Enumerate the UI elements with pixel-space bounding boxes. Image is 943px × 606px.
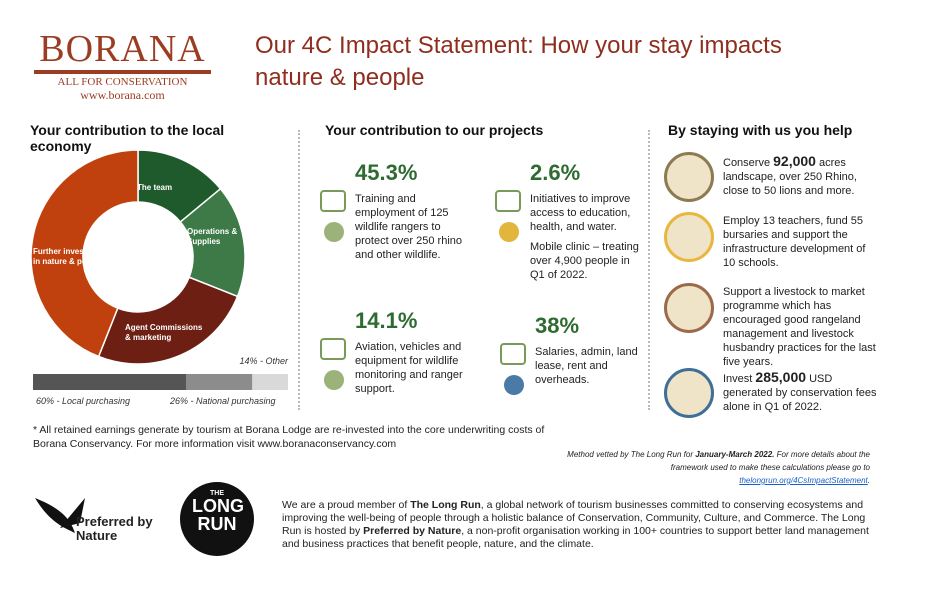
icon [320,190,346,212]
preferred-name: Preferred by Nature [76,514,153,543]
project-text: Training and employment of 125 wildlife … [355,193,463,261]
project-text: Salaries, admin, land lease, rent and ov… [535,346,638,386]
help-item: Support a livestock to market programme … [723,285,878,369]
segment-label: Further investment in nature & people [33,247,106,266]
method-text: . [867,476,870,485]
percent: 45.3% [355,160,418,185]
segment-label-box: Operations & Supplies [187,227,238,246]
method-strong: January-March 2022. [695,450,775,459]
local-chart: The team Operations & Supplies Agent Commi… [30,149,289,406]
help-text: Employ 13 teachers, fund 55 bursaries an… [723,215,866,269]
icon [324,222,344,242]
percent: 38% [535,313,580,338]
preferred-logo [35,498,85,533]
strong: Preferred by Nature [363,525,462,537]
icon [324,370,344,390]
separator [298,130,300,410]
help-text: Support a livestock to market programme … [723,286,876,368]
strong: The Long Run [410,499,481,511]
help-item: Conserve 92,000 acres landscape, over 25… [723,154,878,198]
segment-label: Agent Commissions & marketing [125,323,203,342]
percent: 14.1% [355,308,418,333]
section-heading: Your contribution to the local economy [30,122,225,154]
help-item: Invest 285,000 USD generated by conserva… [723,370,878,414]
segment-label-box: Agent Commissions & marketing [125,323,203,342]
bar-segment [252,374,288,390]
bar-label: 14% - Other [239,356,289,366]
bar-segment [33,374,186,390]
donut-segment [97,276,239,365]
help-text: USD generated by conservation fees alone… [723,373,877,413]
segment-label-box: The team [137,183,173,192]
title: Our 4C Impact Statement: How your stay i… [255,32,782,91]
separator [648,130,650,410]
donut-segment [30,149,139,358]
longrun-logo: THE LONG RUN [180,482,254,556]
help-item: Employ 13 teachers, fund 55 bursaries an… [723,214,878,270]
segment-label: Operations & Supplies [187,227,238,246]
text: , a non-profit organisation working in 1… [282,525,869,550]
help-text: acres landscape, over 250 Rhino, close t… [723,157,857,197]
bar-label: 60% - Local purchasing [36,396,130,406]
method: Method vetted by The Long Run for Januar… [540,448,870,487]
membership: We are a proud member of The Long Run, a… [282,499,882,551]
help-text: Invest [723,373,756,385]
icon [320,338,346,360]
logo: BORANA ALL FOR CONSERVATION www.borana.c… [30,30,215,103]
icon [495,190,521,212]
project-text: Mobile clinic – treating over 4,900 peop… [530,241,639,281]
badge [664,283,714,333]
percent: 2.6% [530,160,581,185]
bar-segment [186,374,253,390]
longrun-top: THE [210,490,224,497]
method-link[interactable]: thelongrun.org/4CsImpactStatement [739,476,868,485]
section-heading: By staying with us you help [668,122,853,138]
icon [499,222,519,242]
help-text: Conserve [723,157,774,169]
bar-label: 26% - National purchasing [169,396,276,406]
icon [504,375,524,395]
badge [664,152,714,202]
footnote: * All retained earnings generate by tour… [33,424,545,450]
project-text: Aviation, vehicles and equipment for wil… [355,341,463,395]
badge [664,368,714,418]
logo-title: BORANA [39,28,206,70]
text: We are a proud member of [282,499,411,511]
method-text: Method vetted by The Long Run for [567,450,696,459]
badge [664,212,714,262]
icon [500,343,526,365]
longrun-name: LONG RUN [192,496,244,534]
method-text: For more details about the framework use… [670,450,870,472]
help-strong: 92,000 [773,153,816,169]
project-text: Initiatives to improve access to educati… [530,193,631,233]
section-heading: Your contribution to our projects [325,122,544,138]
help-strong: 285,000 [755,369,807,385]
segment-label-box: Further investment in nature & people [33,247,106,266]
text: , a global network of tourism businesses… [282,499,866,537]
logo-tagline: ALL FOR CONSERVATION [57,76,188,88]
logo-url: www.borana.com [80,88,165,102]
segment-label: The team [137,183,173,192]
